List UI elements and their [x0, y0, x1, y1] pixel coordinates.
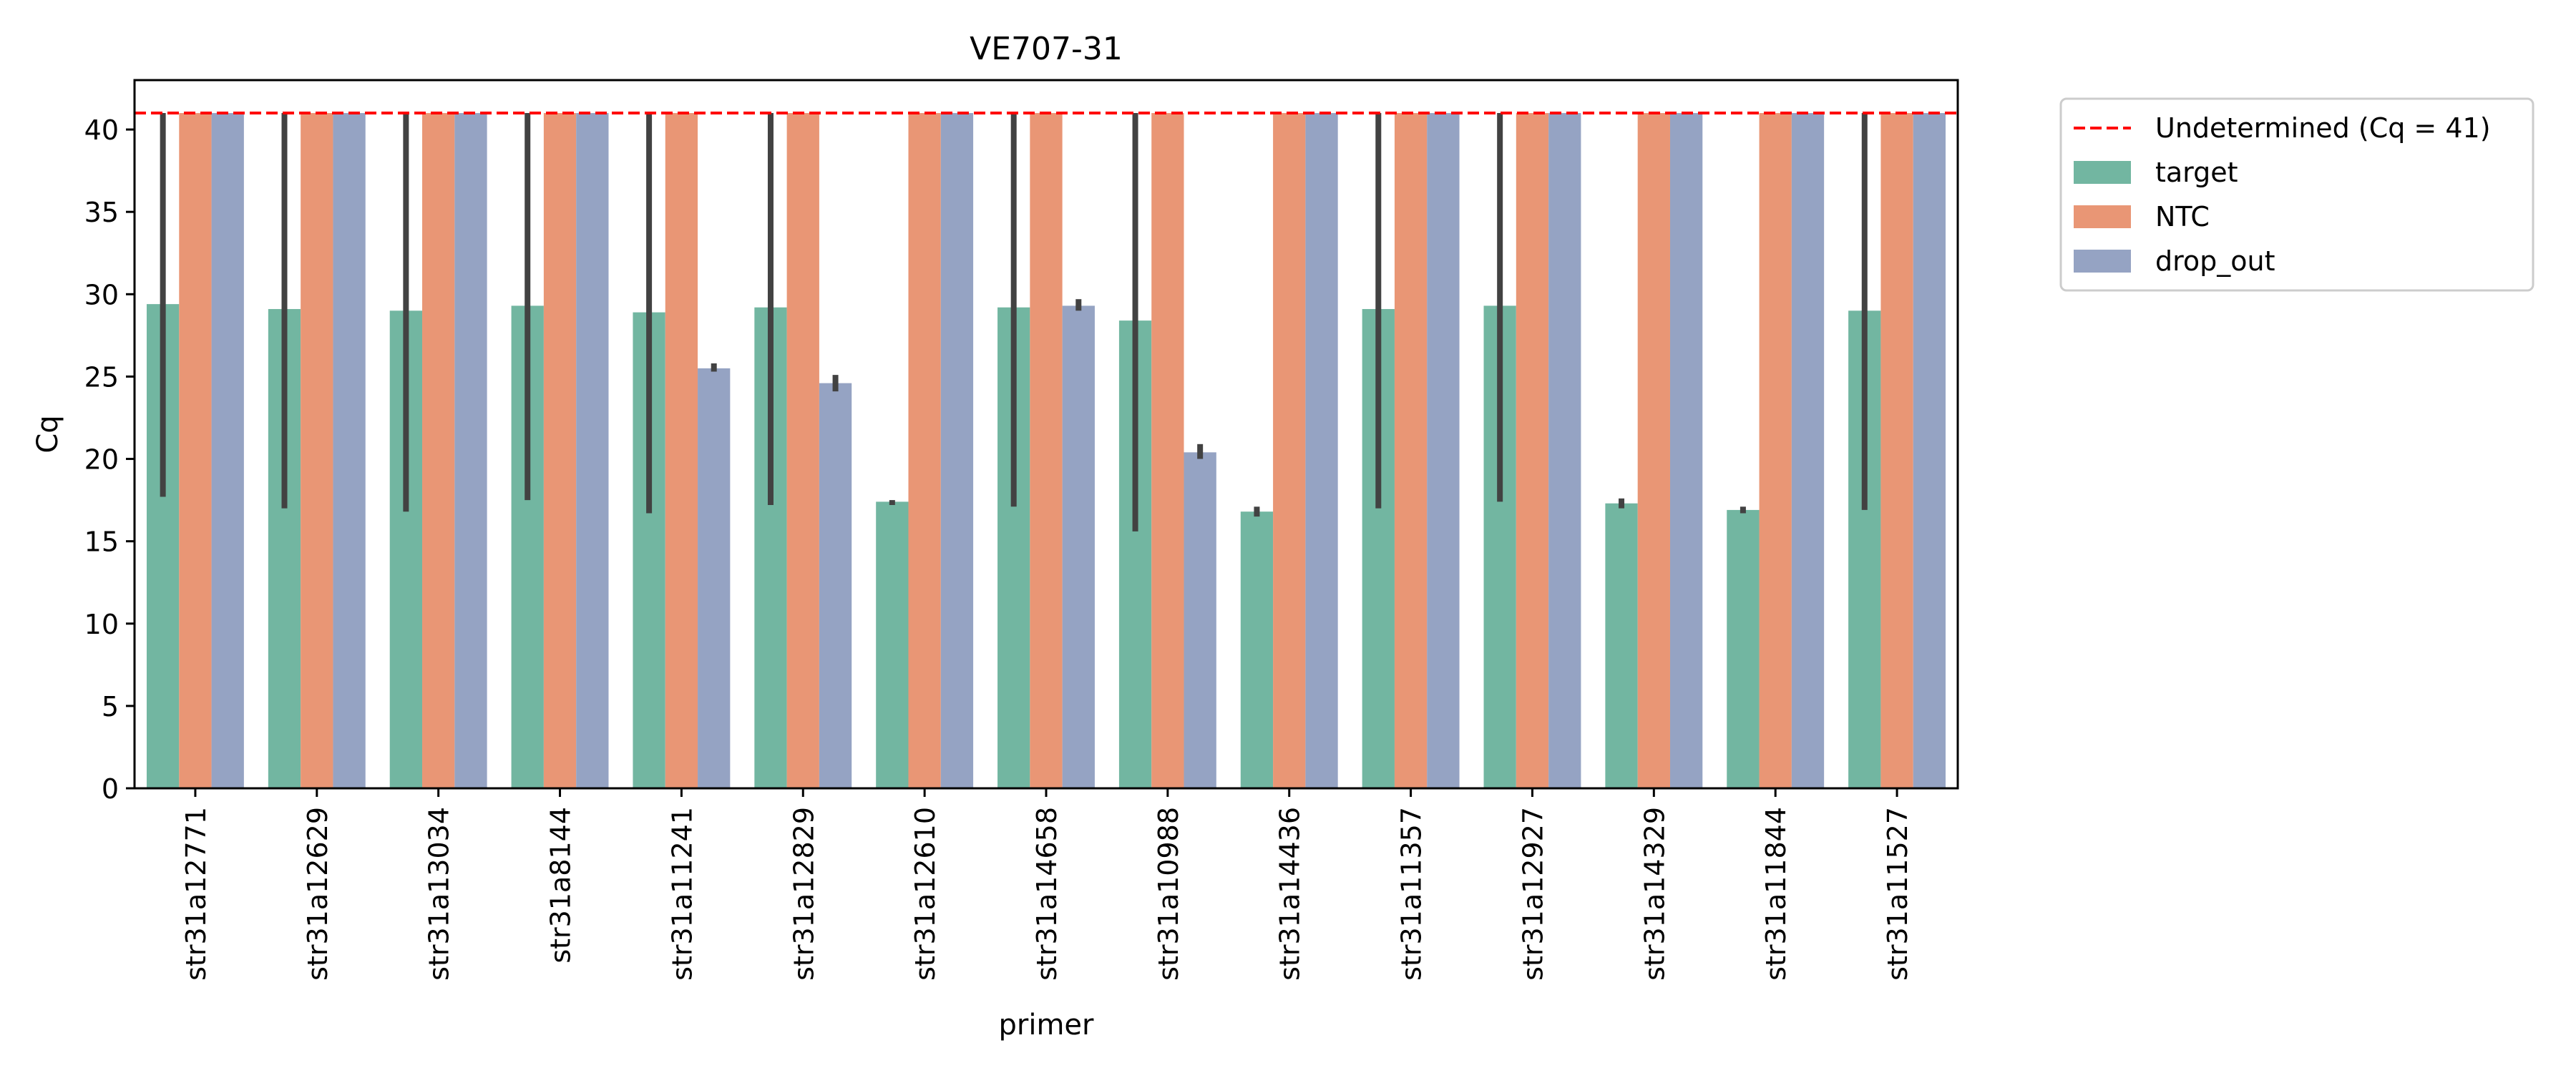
bars-layer — [146, 113, 1946, 789]
x-tick-label-str31a12610: str31a12610 — [909, 807, 941, 981]
bar-NTC-str31a12829 — [786, 113, 819, 788]
y-tick-label-5: 5 — [102, 691, 119, 722]
y-axis-label: Cq — [31, 415, 64, 453]
legend-swatch-target — [2074, 161, 2131, 184]
bar-drop_out-str31a12829 — [819, 383, 852, 788]
bar-NTC-str31a11527 — [1880, 113, 1913, 788]
y-tick-label-10: 10 — [84, 609, 119, 640]
bar-NTC-str31a11241 — [665, 113, 698, 788]
bar-NTC-str31a10988 — [1151, 113, 1184, 788]
y-tick-label-20: 20 — [84, 444, 119, 476]
bar-drop_out-str31a12771 — [211, 113, 244, 788]
bar-drop_out-str31a14436 — [1305, 113, 1338, 788]
bar-NTC-str31a14658 — [1030, 113, 1063, 788]
bar-NTC-str31a11357 — [1394, 113, 1428, 788]
x-tick-label-str31a12829: str31a12829 — [788, 807, 819, 981]
bar-NTC-str31a12610 — [908, 113, 941, 788]
x-tick-label-str31a14329: str31a14329 — [1639, 807, 1670, 981]
bar-NTC-str31a11844 — [1759, 113, 1792, 788]
y-tick-label-30: 30 — [84, 279, 119, 310]
x-tick-label-str31a8144: str31a8144 — [545, 807, 577, 964]
x-axis-label: primer — [999, 1009, 1095, 1042]
x-tick-label-str31a12927: str31a12927 — [1517, 807, 1548, 981]
bar-drop_out-str31a11241 — [698, 368, 731, 788]
y-axis: 0 5 10 15 20 25 30 35 40 — [84, 114, 135, 805]
x-tick-label-str31a13034: str31a13034 — [424, 807, 455, 981]
bar-NTC-str31a12771 — [179, 113, 212, 788]
bar-NTC-str31a12927 — [1516, 113, 1549, 788]
x-tick-label-str31a11527: str31a11527 — [1882, 807, 1913, 981]
bar-NTC-str31a12629 — [301, 113, 333, 788]
bar-drop_out-str31a12610 — [940, 113, 974, 788]
bar-drop_out-str31a12927 — [1548, 113, 1581, 788]
x-tick-label-str31a11844: str31a11844 — [1760, 807, 1792, 981]
legend: Undetermined (Cq = 41) target NTC drop_out — [2059, 97, 2534, 292]
x-axis: str31a12771 str31a12629 str31a13034 str31a8… — [180, 788, 1913, 981]
x-tick-label-str31a14436: str31a14436 — [1274, 807, 1306, 981]
bar-drop_out-str31a14329 — [1669, 113, 1703, 788]
bar-NTC-str31a13034 — [422, 113, 455, 788]
x-tick-label-str31a12629: str31a12629 — [302, 807, 333, 981]
bar-drop_out-str31a11527 — [1913, 113, 1946, 788]
y-tick-label-35: 35 — [84, 197, 119, 228]
y-tick-label-40: 40 — [84, 114, 119, 146]
legend-label-reference: Undetermined (Cq = 41) — [2155, 112, 2491, 144]
bar-target-str31a14436 — [1240, 511, 1274, 788]
error-bars-layer — [160, 113, 1868, 531]
bar-drop_out-str31a13034 — [454, 113, 487, 788]
bar-NTC-str31a14436 — [1273, 113, 1306, 788]
x-tick-label-str31a11241: str31a11241 — [666, 807, 698, 981]
legend-label-target: target — [2155, 157, 2238, 188]
y-tick-label-15: 15 — [84, 526, 119, 558]
y-tick-label-0: 0 — [102, 773, 119, 805]
bar-drop_out-str31a11357 — [1427, 113, 1460, 788]
chart-title: VE707-31 — [970, 31, 1123, 67]
bar-target-str31a14329 — [1605, 503, 1638, 788]
bar-drop_out-str31a10988 — [1184, 452, 1216, 788]
bar-drop_out-str31a8144 — [576, 113, 609, 788]
x-tick-label-str31a14658: str31a14658 — [1031, 807, 1063, 981]
bar-NTC-str31a8144 — [543, 113, 577, 788]
legend-label-NTC: NTC — [2155, 201, 2210, 232]
bar-target-str31a12610 — [876, 501, 909, 788]
x-tick-label-str31a12771: str31a12771 — [180, 807, 212, 981]
x-tick-label-str31a11357: str31a11357 — [1396, 807, 1428, 981]
bar-drop_out-str31a14658 — [1062, 305, 1095, 789]
legend-box — [2059, 97, 2534, 292]
bar-drop_out-str31a11844 — [1791, 113, 1825, 788]
bar-target-str31a11844 — [1727, 509, 1760, 788]
x-tick-label-str31a10988: str31a10988 — [1153, 807, 1184, 981]
legend-swatch-drop_out — [2074, 250, 2131, 273]
bar-NTC-str31a14329 — [1637, 113, 1670, 788]
legend-label-drop_out: drop_out — [2155, 245, 2275, 277]
bar-drop_out-str31a12629 — [333, 113, 366, 788]
y-tick-label-25: 25 — [84, 361, 119, 393]
legend-swatch-NTC — [2074, 205, 2131, 228]
